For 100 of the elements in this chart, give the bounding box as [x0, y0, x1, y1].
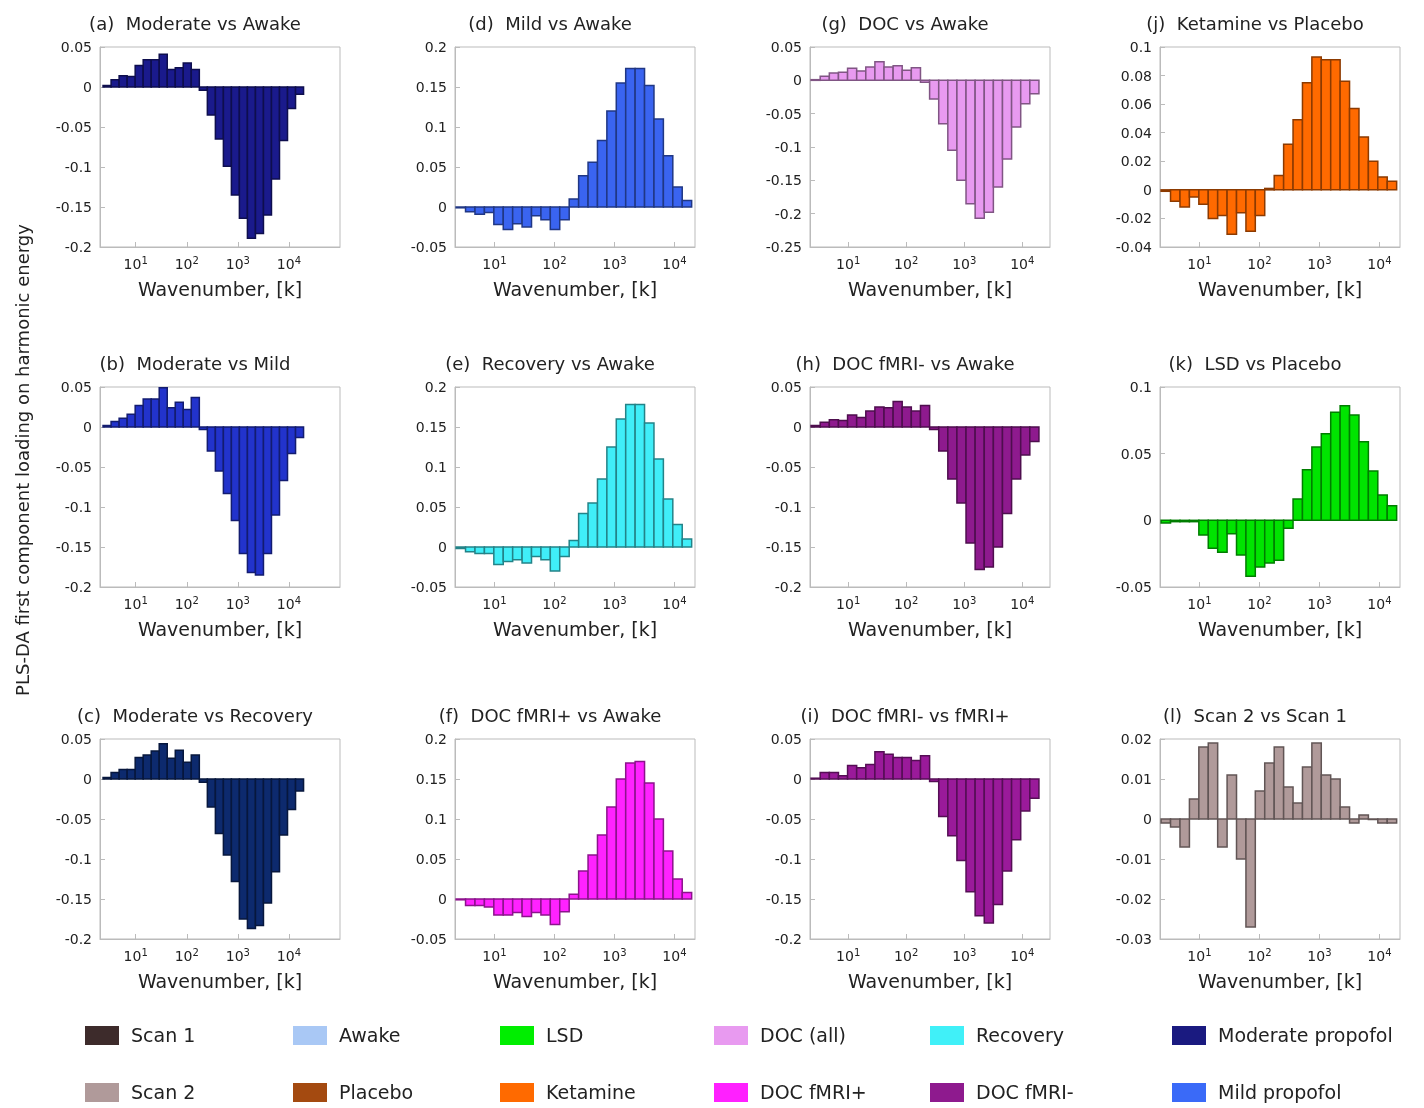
x-axis-title: Wavenumber, [k]: [1197, 969, 1363, 992]
y-tick-label: -0.1: [64, 499, 92, 515]
category-label: DOC fMRI-: [976, 1081, 1074, 1103]
y-tick-label: 0.01: [1120, 771, 1152, 787]
y-tick-label: -0.1: [64, 851, 92, 867]
chart-title: (l) Scan 2 vs Scan 1: [1163, 704, 1347, 726]
category-label: Scan 2: [131, 1081, 196, 1103]
y-tick-label: 0.2: [424, 379, 447, 395]
y-tick-label: 0.05: [770, 39, 802, 55]
y-tick-label: -0.15: [55, 199, 92, 215]
y-tick-label: 0.15: [415, 79, 447, 95]
y-tick-label: 0.05: [60, 379, 92, 395]
y-tick-label: 0.1: [1129, 379, 1152, 395]
y-tick-label: 0: [438, 199, 447, 215]
y-tick-label: 0: [83, 771, 92, 787]
y-tick-label: 0: [793, 419, 802, 435]
category-label: Moderate propofol: [1218, 1024, 1393, 1046]
y-tick-label: -0.01: [1115, 851, 1152, 867]
y-tick-label: 0.1: [424, 811, 447, 827]
y-tick-label: 0.1: [424, 459, 447, 475]
y-tick-label: 0.05: [1120, 445, 1152, 462]
x-axis-title: Wavenumber, [k]: [137, 969, 303, 992]
category-label: DOC fMRI+: [760, 1081, 867, 1103]
chart-title: (a) Moderate vs Awake: [89, 12, 301, 34]
y-tick-label: 0.05: [60, 731, 92, 747]
category-label: Mild propofol: [1218, 1081, 1342, 1103]
y-tick-label: -0.1: [774, 139, 802, 155]
y-tick-label: 0: [793, 771, 802, 787]
y-tick-label: -0.05: [765, 811, 802, 827]
y-tick-label: -0.05: [55, 119, 92, 135]
x-axis-title: Wavenumber, [k]: [492, 617, 658, 640]
y-tick-label: 0.2: [424, 731, 447, 747]
chart-title: (c) Moderate vs Recovery: [77, 704, 314, 726]
y-tick-label: -0.05: [55, 459, 92, 475]
chart-title: (f) DOC fMRI+ vs Awake: [438, 704, 662, 726]
y-tick-label: 0.05: [415, 499, 447, 515]
y-tick-label: 0.05: [415, 159, 447, 175]
y-tick-label: -0.15: [765, 172, 802, 189]
y-tick-label: -0.05: [410, 579, 447, 595]
x-axis-title: Wavenumber, [k]: [1197, 617, 1363, 640]
y-tick-label: -0.05: [1115, 579, 1152, 595]
y-tick-label: -0.05: [765, 105, 802, 122]
x-axis-title: Wavenumber, [k]: [847, 969, 1013, 992]
y-tick-label: 0: [1143, 512, 1152, 529]
chart-title: (i) DOC fMRI- vs fMRI+: [800, 704, 1010, 726]
chart-title: (k) LSD vs Placebo: [1168, 352, 1342, 374]
y-tick-label: -0.2: [774, 579, 802, 595]
y-tick-label: -0.25: [765, 239, 802, 255]
y-tick-label: 0: [438, 891, 447, 907]
x-axis-title: Wavenumber, [k]: [137, 617, 303, 640]
chart-title: (h) DOC fMRI- vs Awake: [795, 352, 1015, 374]
y-tick-label: -0.2: [64, 239, 92, 255]
y-tick-label: 0: [793, 72, 802, 89]
y-tick-label: -0.1: [774, 499, 802, 515]
y-tick-label: 0.05: [415, 851, 447, 867]
y-tick-label: -0.05: [765, 459, 802, 475]
y-tick-label: -0.2: [774, 205, 802, 222]
y-tick-label: 0.05: [60, 39, 92, 55]
y-tick-label: 0.04: [1120, 124, 1153, 141]
x-axis-title: Wavenumber, [k]: [847, 617, 1013, 640]
y-tick-label: -0.02: [1115, 891, 1152, 907]
y-tick-label: 0.1: [424, 119, 447, 135]
y-tick-label: 0.1: [1129, 39, 1152, 55]
y-tick-label: -0.02: [1115, 210, 1152, 227]
chart-title: (j) Ketamine vs Placebo: [1146, 12, 1364, 34]
category-label: Scan 1: [131, 1024, 196, 1046]
category-label: LSD: [546, 1024, 584, 1046]
y-tick-label: -0.05: [410, 239, 447, 255]
y-tick-label: -0.2: [64, 931, 92, 947]
y-tick-label: -0.15: [765, 891, 802, 907]
y-tick-label: -0.15: [55, 891, 92, 907]
y-tick-label: 0.05: [770, 379, 802, 395]
category-label: Awake: [339, 1024, 401, 1046]
y-tick-label: -0.05: [410, 931, 447, 947]
y-tick-label: 0.2: [424, 39, 447, 55]
y-tick-label: -0.1: [774, 851, 802, 867]
x-axis-title: Wavenumber, [k]: [492, 969, 658, 992]
chart-title: (d) Mild vs Awake: [468, 12, 632, 34]
y-tick-label: -0.2: [64, 579, 92, 595]
x-axis-title: Wavenumber, [k]: [492, 277, 658, 300]
y-tick-label: 0: [438, 539, 447, 555]
y-tick-label: 0: [83, 79, 92, 95]
x-axis-title: Wavenumber, [k]: [1197, 277, 1363, 300]
y-tick-label: 0.05: [770, 731, 802, 747]
y-tick-label: -0.15: [765, 539, 802, 555]
y-tick-label: 0.02: [1120, 153, 1152, 170]
y-tick-label: 0.08: [1120, 67, 1152, 84]
x-axis-title: Wavenumber, [k]: [137, 277, 303, 300]
chart-title: (e) Recovery vs Awake: [445, 352, 655, 374]
y-axis-title: PLS-DA first component loading on harmonic energy: [11, 224, 33, 696]
y-tick-label: -0.04: [1115, 239, 1153, 255]
chart-title: (g) DOC vs Awake: [821, 12, 989, 34]
y-tick-label: 0: [83, 419, 92, 435]
x-axis-title: Wavenumber, [k]: [847, 277, 1013, 300]
category-label: Recovery: [976, 1024, 1065, 1046]
chart-title: (b) Moderate vs Mild: [99, 352, 291, 374]
category-label: Ketamine: [546, 1081, 636, 1103]
y-tick-label: 0.06: [1120, 96, 1153, 113]
category-label: Placebo: [339, 1081, 414, 1103]
y-tick-label: -0.05: [55, 811, 92, 827]
